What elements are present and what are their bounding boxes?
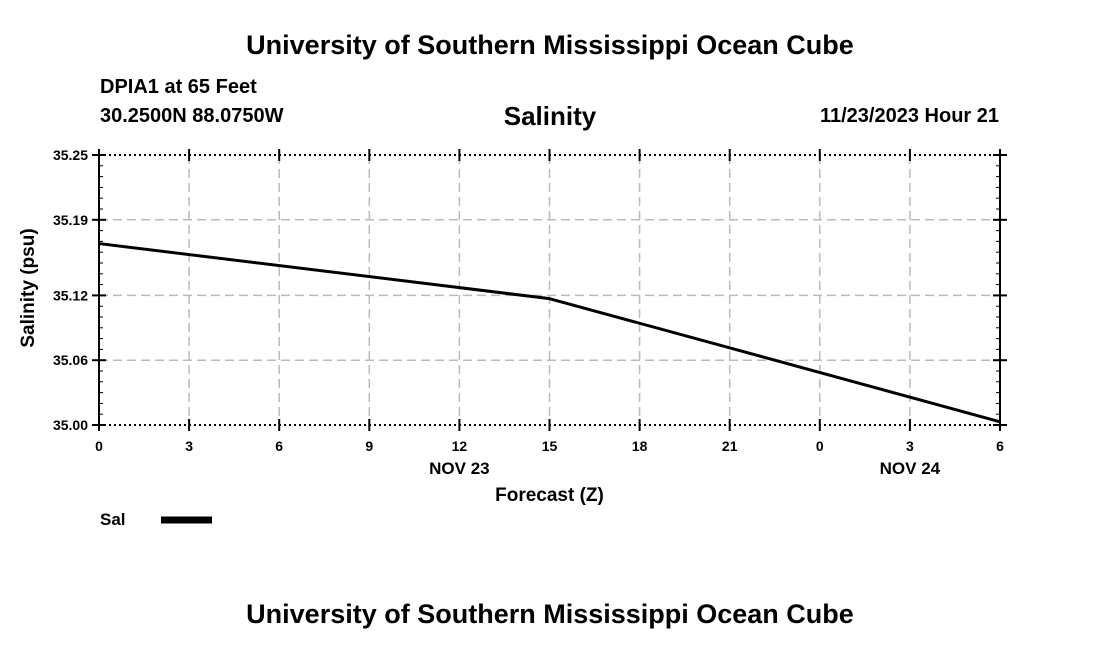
forecast-datetime: 11/23/2023 Hour 21 [819, 105, 999, 127]
y-tick-label: 35.06 [53, 352, 88, 368]
chart-title: Salinity [503, 101, 597, 131]
y-axis-label: Salinity (psu) [18, 228, 39, 347]
x-tick-label: 3 [906, 438, 914, 454]
x-tick-label: 3 [185, 438, 193, 454]
footer-title: University of Southern Mississippi Ocean… [246, 599, 854, 629]
page-title: University of Southern Mississippi Ocean… [246, 30, 854, 60]
x-tick-label: 18 [632, 438, 648, 454]
y-tick-label: 35.12 [53, 287, 88, 303]
x-tick-label: 6 [275, 438, 283, 454]
station-label: DPIA1 at 65 Feet [100, 76, 257, 98]
x-tick-label: 0 [95, 438, 103, 454]
x-tick-label: 12 [452, 438, 468, 454]
y-tick-label: 35.19 [53, 212, 88, 228]
x-tick-label: 21 [722, 438, 738, 454]
x-tick-label: 6 [996, 438, 1004, 454]
x-day-label: NOV 23 [429, 459, 489, 478]
y-tick-label: 35.00 [53, 417, 88, 433]
legend-label: Sal [100, 510, 126, 529]
y-tick-label: 35.25 [53, 147, 88, 163]
x-axis-label: Forecast (Z) [495, 485, 604, 506]
x-tick-label: 15 [542, 438, 558, 454]
series-line-salinity [98, 242, 1001, 424]
coordinates-label: 30.2500N 88.0750W [100, 105, 284, 127]
x-tick-label: 0 [816, 438, 824, 454]
x-tick-label: 9 [365, 438, 373, 454]
x-day-label: NOV 24 [880, 459, 941, 478]
